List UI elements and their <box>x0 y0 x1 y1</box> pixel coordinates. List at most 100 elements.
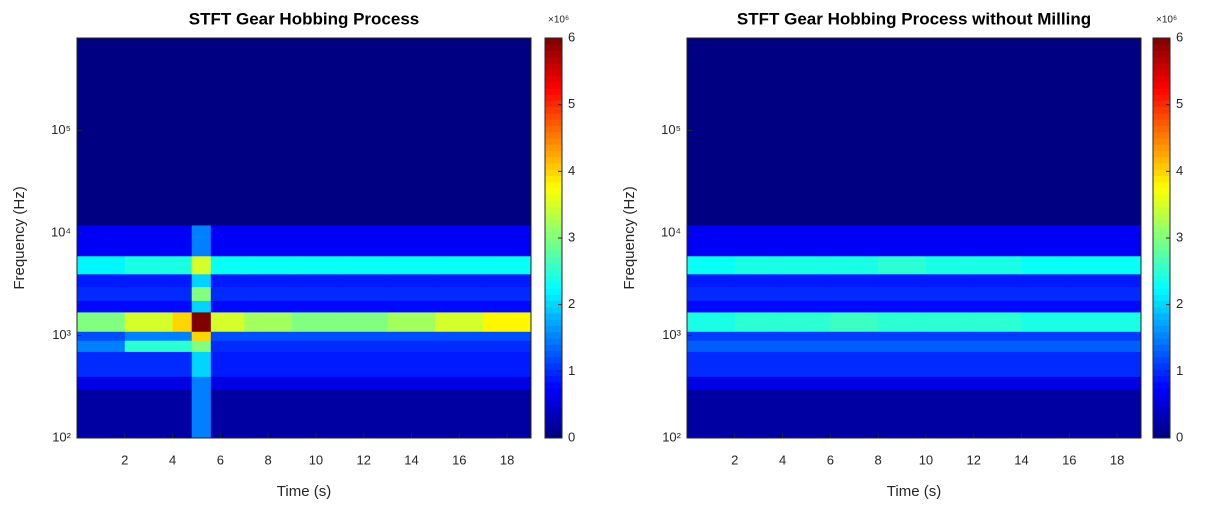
spectrogram-cell <box>1021 273 1070 288</box>
colorbar-swatch <box>1153 288 1170 295</box>
colorbar-swatch <box>1153 150 1170 158</box>
colorbar-swatch <box>545 131 562 139</box>
spectrogram-cell <box>244 311 293 332</box>
colorbar-swatch <box>1153 106 1170 114</box>
colorbar-swatch <box>1153 206 1170 214</box>
spectrogram-cell <box>435 224 484 257</box>
colorbar-swatch <box>1153 75 1170 83</box>
spectrogram-cell <box>387 311 436 332</box>
spectrogram-cell <box>878 389 927 439</box>
y-tick-label: 10² <box>52 429 71 444</box>
spectrogram-cell <box>734 311 784 332</box>
spectrogram-cell <box>244 255 293 275</box>
spectrogram-cell <box>878 38 927 226</box>
spectrogram-cell <box>734 273 784 288</box>
spectrogram-cell <box>925 300 975 313</box>
spectrogram-cell <box>77 286 126 301</box>
spectrogram-cell <box>339 376 389 390</box>
spectrogram-cell <box>172 273 193 288</box>
spectrogram-cell <box>172 311 193 332</box>
colorbar-swatch <box>1153 394 1170 401</box>
colorbar-swatch <box>1153 38 1170 45</box>
spectrogram-cell <box>191 340 212 352</box>
spectrogram-cell <box>435 340 484 352</box>
colorbar-swatch <box>1153 100 1170 108</box>
colorbar-swatch <box>545 150 562 158</box>
spectrogram-cell <box>172 286 193 301</box>
spectrogram-cell <box>435 286 484 301</box>
spectrogram-cell <box>387 273 436 288</box>
colorbar-tick-label: 1 <box>568 363 575 378</box>
spectrogram-cell <box>191 38 212 226</box>
spectrogram-cell <box>124 351 174 377</box>
spectrogram-cell <box>925 389 975 439</box>
spectrogram-cell <box>292 273 341 288</box>
spectrogram-cell <box>878 351 927 377</box>
colorbar-swatch <box>1153 400 1170 408</box>
colorbar-swatch <box>1153 125 1170 133</box>
spectrogram-cell <box>244 389 293 439</box>
spectrogram-cell <box>483 351 532 377</box>
spectrogram-cell <box>191 300 212 313</box>
spectrogram-cell <box>925 38 975 226</box>
colorbar-swatch <box>1153 188 1170 195</box>
y-tick-label: 10⁴ <box>661 224 681 239</box>
x-tick-label: 16 <box>1062 452 1076 467</box>
y-tick-label: 10³ <box>662 327 681 342</box>
colorbar-swatch <box>545 200 562 208</box>
colorbar-tick-label: 1 <box>1176 363 1183 378</box>
chart-title: STFT Gear Hobbing Process <box>189 9 420 28</box>
spectrogram-cell <box>292 224 341 257</box>
spectrogram-cell <box>387 286 436 301</box>
spectrogram-cell <box>210 273 245 288</box>
spectrogram-cell <box>782 273 831 288</box>
colorbar-tick-label: 0 <box>568 429 575 444</box>
colorbar-swatch <box>1153 263 1170 270</box>
x-tick-label: 2 <box>731 452 738 467</box>
spectrogram-cell <box>1021 311 1070 332</box>
spectrogram-cell <box>973 340 1023 352</box>
spectrogram-cell <box>210 376 245 390</box>
spectrogram-cell <box>172 38 193 226</box>
spectrogram-cell <box>925 311 975 332</box>
colorbar-swatch <box>545 350 562 358</box>
spectrogram-cell <box>782 340 831 352</box>
spectrogram-cell <box>1069 351 1142 377</box>
colorbar-tick-label: 2 <box>1176 296 1183 311</box>
spectrogram-cell <box>734 351 784 377</box>
spectrogram-cell <box>339 300 389 313</box>
colorbar-swatch <box>545 375 562 383</box>
colorbar-swatch <box>545 300 562 308</box>
y-tick-label: 10³ <box>52 327 71 342</box>
colorbar-swatch <box>1153 413 1170 420</box>
spectrogram-cell <box>124 389 174 439</box>
x-tick-label: 14 <box>404 452 418 467</box>
colorbar-swatch <box>1153 325 1170 333</box>
spectrogram-cell <box>734 340 784 352</box>
spectrogram-cell <box>1069 255 1142 275</box>
spectrogram-cell <box>339 273 389 288</box>
colorbar-swatch <box>1153 88 1170 95</box>
spectrogram-cell <box>387 376 436 390</box>
spectrogram-cell <box>925 273 975 288</box>
spectrogram-cell <box>782 389 831 439</box>
colorbar-swatch <box>1153 81 1170 89</box>
colorbar-swatch <box>1153 344 1170 351</box>
spectrogram-cell <box>687 38 736 226</box>
colorbar-tick-label: 4 <box>1176 163 1183 178</box>
colorbar-swatch <box>545 75 562 83</box>
spectrogram-cell <box>878 311 927 332</box>
colorbar-swatch <box>1153 294 1170 301</box>
spectrogram-cell <box>782 376 831 390</box>
spectrogram-cell <box>435 300 484 313</box>
spectrogram-cell <box>687 351 736 377</box>
spectrogram-cell <box>1069 331 1142 341</box>
colorbar-swatch <box>545 275 562 283</box>
spectrogram-cell <box>483 38 532 226</box>
spectrogram-cell <box>172 224 193 257</box>
spectrogram-cell <box>210 340 245 352</box>
spectrogram-cell <box>435 255 484 275</box>
spectrogram-cell <box>387 340 436 352</box>
colorbar-swatch <box>545 381 562 389</box>
colorbar-swatch <box>545 225 562 233</box>
